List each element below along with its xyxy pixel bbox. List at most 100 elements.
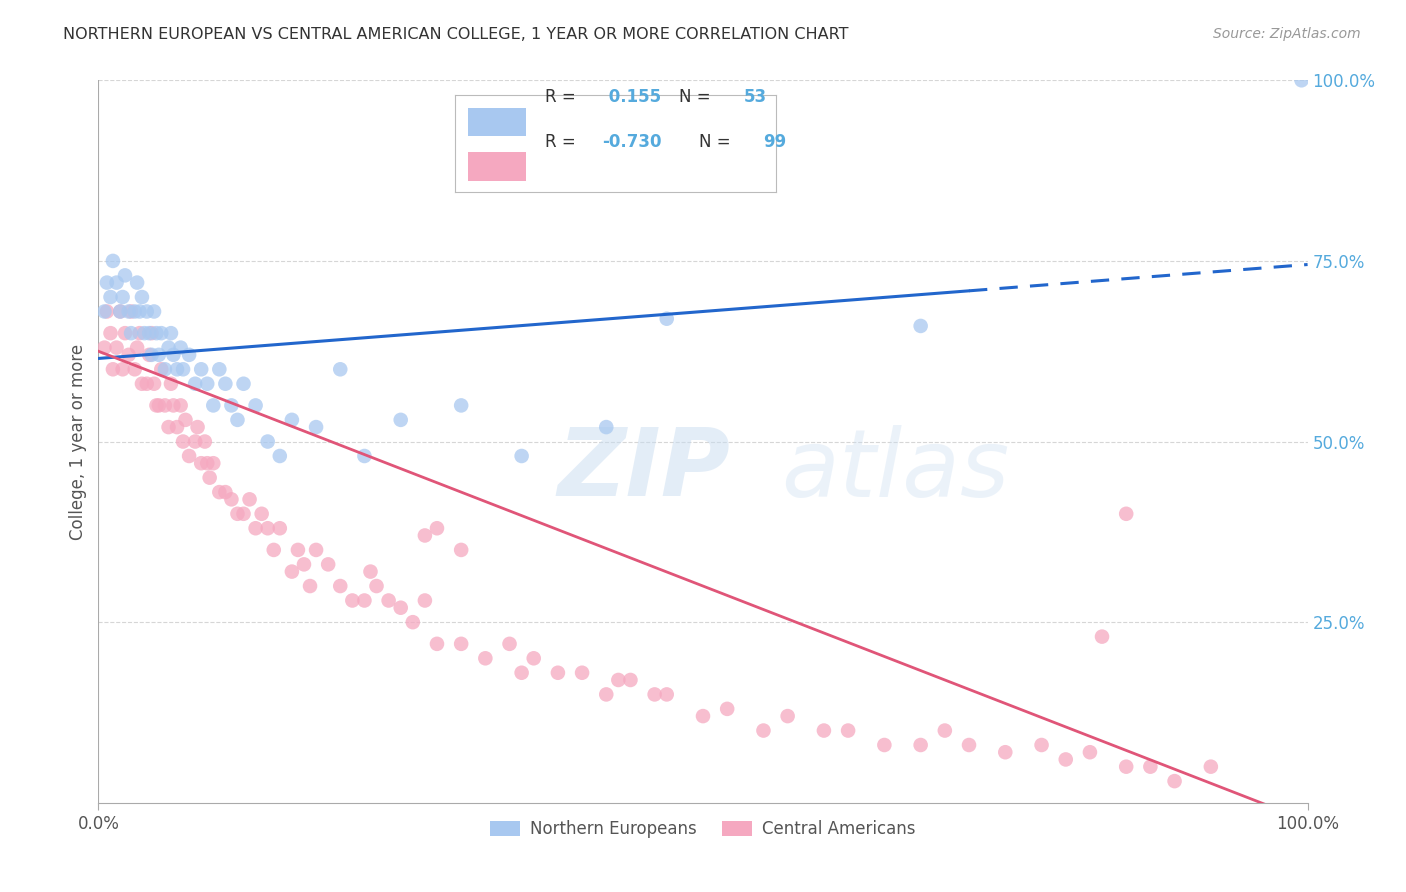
Point	[157, 341, 180, 355]
Point	[108, 304, 131, 318]
Point	[118, 304, 141, 318]
Point	[120, 304, 142, 318]
Point	[934, 723, 956, 738]
Point	[250, 507, 273, 521]
Point	[245, 398, 267, 412]
Point	[150, 326, 173, 340]
Point	[1078, 745, 1101, 759]
Point	[101, 253, 124, 268]
Point	[111, 290, 134, 304]
Point	[450, 542, 472, 557]
Point	[226, 413, 249, 427]
Point	[169, 341, 191, 355]
Point	[269, 521, 291, 535]
Point	[305, 542, 328, 557]
Point	[910, 318, 932, 333]
Text: NORTHERN EUROPEAN VS CENTRAL AMERICAN COLLEGE, 1 YEAR OR MORE CORRELATION CHART: NORTHERN EUROPEAN VS CENTRAL AMERICAN CO…	[63, 27, 849, 42]
Point	[127, 341, 149, 355]
Point	[1115, 760, 1137, 774]
Point	[195, 456, 218, 470]
Point	[413, 528, 436, 542]
Point	[994, 745, 1017, 759]
Point	[595, 420, 617, 434]
Point	[190, 362, 212, 376]
Point	[100, 290, 122, 304]
Point	[153, 398, 176, 412]
Point	[166, 420, 188, 434]
Point	[716, 702, 738, 716]
Point	[873, 738, 896, 752]
Point	[450, 637, 472, 651]
Point	[148, 348, 170, 362]
Point	[93, 304, 115, 318]
Point	[131, 376, 153, 391]
Point	[143, 376, 166, 391]
Point	[269, 449, 291, 463]
Point	[187, 420, 209, 434]
Point	[366, 579, 388, 593]
Point	[141, 326, 163, 340]
Point	[134, 326, 156, 340]
Point	[221, 492, 243, 507]
Point	[198, 470, 221, 484]
Text: atlas: atlas	[782, 425, 1010, 516]
Point	[619, 673, 641, 687]
Point	[595, 687, 617, 701]
Point	[655, 311, 678, 326]
Point	[172, 434, 194, 449]
Y-axis label: College, 1 year or more: College, 1 year or more	[69, 343, 87, 540]
Point	[127, 276, 149, 290]
Point	[837, 723, 859, 738]
Point	[474, 651, 496, 665]
Point	[190, 456, 212, 470]
Point	[256, 434, 278, 449]
Point	[413, 593, 436, 607]
Point	[143, 304, 166, 318]
Point	[145, 326, 167, 340]
Point	[100, 326, 122, 340]
Point	[1031, 738, 1053, 752]
Point	[232, 376, 254, 391]
Point	[1139, 760, 1161, 774]
Legend: Northern Europeans, Central Americans: Northern Europeans, Central Americans	[484, 814, 922, 845]
Point	[329, 579, 352, 593]
Point	[150, 362, 173, 376]
Point	[118, 348, 141, 362]
Point	[353, 593, 375, 607]
Point	[208, 362, 231, 376]
Point	[299, 579, 322, 593]
Point	[1291, 73, 1313, 87]
Point	[179, 348, 201, 362]
Point	[179, 449, 201, 463]
Point	[108, 304, 131, 318]
Point	[329, 362, 352, 376]
Point	[96, 276, 118, 290]
Point	[1199, 760, 1222, 774]
Point	[184, 376, 207, 391]
Point	[101, 362, 124, 376]
Point	[162, 348, 184, 362]
Point	[214, 376, 236, 391]
Point	[138, 348, 160, 362]
Point	[162, 398, 184, 412]
Point	[256, 521, 278, 535]
Point	[138, 326, 160, 340]
Point	[111, 362, 134, 376]
Point	[114, 268, 136, 283]
Point	[96, 304, 118, 318]
Point	[93, 341, 115, 355]
Point	[135, 376, 157, 391]
Point	[281, 565, 304, 579]
Point	[195, 376, 218, 391]
Point	[194, 434, 217, 449]
Point	[124, 362, 146, 376]
Point	[214, 485, 236, 500]
Point	[105, 276, 128, 290]
Point	[160, 376, 183, 391]
Point	[1163, 774, 1185, 789]
Point	[510, 665, 533, 680]
Point	[389, 600, 412, 615]
Point	[239, 492, 262, 507]
Point	[607, 673, 630, 687]
Point	[1054, 752, 1077, 766]
